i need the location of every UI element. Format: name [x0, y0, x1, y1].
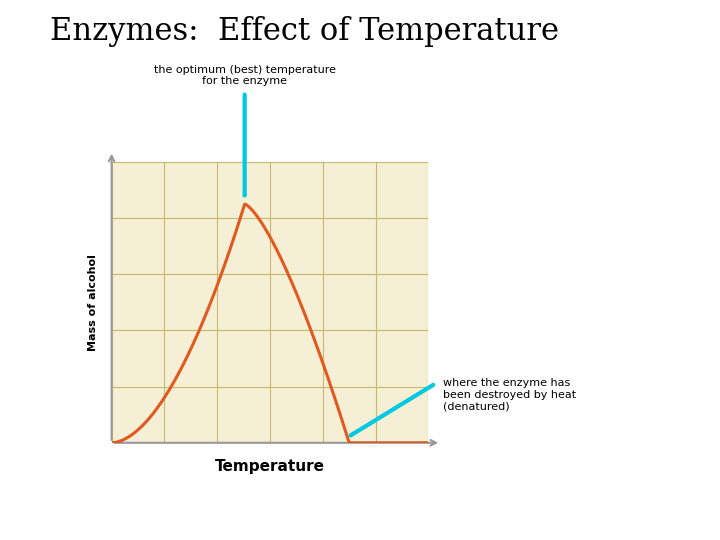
- Text: where the enzyme has
been destroyed by heat
(denatured): where the enzyme has been destroyed by h…: [443, 378, 576, 411]
- Text: Enzymes:  Effect of Temperature: Enzymes: Effect of Temperature: [50, 16, 559, 47]
- Y-axis label: Mass of alcohol: Mass of alcohol: [89, 254, 99, 351]
- Text: the optimum (best) temperature
for the enzyme: the optimum (best) temperature for the e…: [153, 65, 336, 86]
- X-axis label: Temperature: Temperature: [215, 459, 325, 474]
